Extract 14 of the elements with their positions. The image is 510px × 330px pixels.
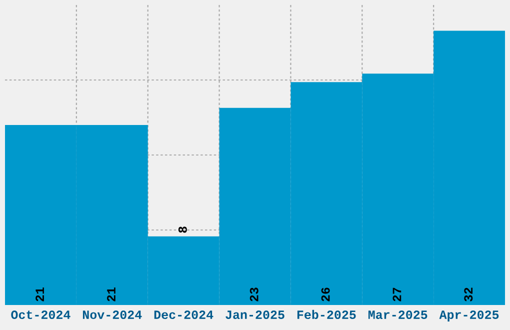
x-tick-label: Dec-2024 [154, 310, 214, 320]
data-label: 21 [107, 288, 116, 302]
x-tick-label: Jan-2025 [226, 310, 284, 320]
data-label: 21 [36, 288, 44, 302]
x-tick-label: Mar-2025 [368, 310, 428, 320]
data-label: 8 [178, 226, 187, 233]
x-tick-label: Nov-2024 [82, 310, 142, 320]
data-label: 26 [321, 288, 330, 302]
data-label: 27 [392, 288, 402, 302]
x-tick-label: Feb-2025 [297, 310, 356, 320]
x-tick-label: Oct-2024 [11, 310, 70, 320]
data-label: 32 [464, 288, 473, 302]
data-label: 23 [250, 288, 258, 302]
x-tick-label: Apr-2025 [439, 310, 499, 322]
